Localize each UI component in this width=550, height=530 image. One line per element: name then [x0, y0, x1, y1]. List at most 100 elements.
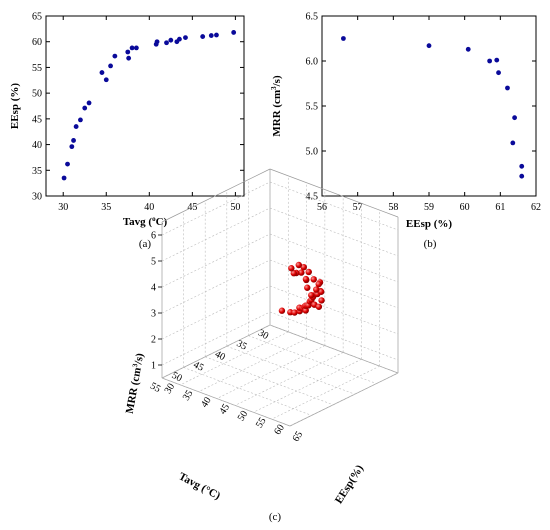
data-point	[214, 32, 219, 38]
data-point	[112, 53, 118, 59]
grid-line	[248, 335, 377, 384]
data-point	[61, 175, 67, 181]
z-tick-label: 1	[151, 361, 156, 372]
grid-line	[226, 345, 355, 395]
x-tick-label: 35	[235, 338, 249, 352]
grid-line	[269, 233, 399, 283]
panel-a-label: (a)	[139, 238, 152, 250]
data-point-3d	[295, 261, 302, 269]
y-tick-label: 55	[32, 63, 42, 74]
data-point	[183, 35, 188, 40]
x-tick-label: 55	[148, 381, 162, 395]
data-point	[168, 37, 174, 43]
data-point	[78, 117, 83, 123]
y-tick-label: 4.5	[306, 192, 319, 203]
panel-a-plot-frame	[45, 15, 245, 197]
y-tick-label: 30	[163, 382, 178, 396]
grid-line	[198, 338, 307, 392]
y-tick-label: 40	[199, 395, 214, 409]
y-tick-label: 65	[291, 430, 306, 444]
data-point	[519, 173, 525, 179]
panel-b-ticks: 56 57 58 59 60 61 62 4.5 5.0 5.5 6.0 6.5	[306, 12, 542, 214]
x-tick-label: 40	[144, 202, 154, 213]
data-point	[510, 140, 516, 146]
panel-c-points	[278, 261, 325, 316]
y-tick-label: 65	[32, 12, 42, 23]
data-point-3d	[302, 307, 309, 314]
data-point-3d	[278, 307, 286, 314]
data-point	[496, 70, 501, 76]
data-point	[126, 55, 132, 61]
data-point	[86, 100, 92, 106]
data-point	[99, 70, 105, 75]
grid-line	[161, 377, 291, 427]
data-point-3d	[310, 276, 317, 283]
data-point-3d	[300, 263, 307, 271]
data-point-3d	[313, 286, 320, 293]
data-point-3d	[304, 284, 311, 291]
data-point-3d	[315, 280, 322, 288]
data-point	[69, 144, 75, 150]
grid-line	[269, 181, 399, 231]
data-point	[154, 39, 160, 45]
data-point-3d	[315, 303, 323, 310]
grid-line	[180, 331, 289, 386]
box-edge	[161, 168, 271, 223]
panel-a-x-axis-label: Tavg (oC)	[123, 215, 168, 228]
y-tick-label: 5.5	[306, 102, 319, 113]
x-tick-label: 50	[170, 370, 184, 384]
x-tick-label: 61	[495, 202, 505, 213]
x-tick-label: 56	[317, 202, 327, 213]
panel-b-x-axis-label: EEsp (%)	[406, 218, 452, 230]
y-tick-label: 35	[32, 166, 42, 177]
grid-line	[289, 372, 399, 427]
data-point	[65, 161, 70, 167]
grid-line	[205, 356, 334, 406]
data-point-3d	[298, 269, 305, 276]
data-point-3d	[290, 270, 298, 277]
panel-c-x-axis-label: Tavg (°C)	[177, 470, 223, 502]
panel-b-chart: 56 57 58 59 60 61 62 4.5 5.0 5.5 6.0 6.5 MRR (cm3/s…	[270, 12, 541, 251]
data-point	[73, 124, 79, 129]
y-tick-label: 35	[181, 388, 196, 402]
y-tick-label: 5.0	[306, 147, 319, 158]
panel-a-chart: 30 35 40 45 50 30 35 40 45 50 55 60 65 EEsp (%) Tavg…	[9, 12, 245, 250]
data-point	[519, 163, 525, 169]
data-point	[71, 138, 76, 143]
x-tick-label: 58	[388, 202, 398, 213]
grid-line	[216, 345, 325, 399]
grid-line	[161, 285, 271, 340]
x-tick-label: 62	[531, 202, 541, 213]
x-tick-label: 35	[101, 202, 111, 213]
data-point-3d	[318, 288, 325, 295]
grid-line	[269, 285, 399, 335]
grid-line	[269, 207, 399, 257]
y-tick-label: 40	[32, 140, 42, 151]
data-point-3d	[291, 309, 298, 316]
grid-line	[271, 365, 380, 420]
grid-line	[253, 359, 362, 413]
grid-line	[183, 367, 312, 416]
panel-c-y-axis-label: EEsp(%)	[333, 463, 366, 506]
x-tick-label: 45	[191, 359, 205, 373]
data-point-3d	[302, 275, 310, 283]
x-tick-label: 59	[424, 202, 434, 213]
panel-b-label: (b)	[424, 238, 437, 250]
data-point	[231, 30, 237, 35]
panel-a-y-axis-label: EEsp (%)	[9, 83, 21, 129]
panel-c-label: (c)	[269, 511, 282, 523]
data-point	[103, 77, 109, 83]
data-point-3d	[288, 265, 295, 272]
grid-line	[161, 311, 271, 366]
x-tick-label: 50	[230, 202, 240, 213]
data-point	[494, 57, 500, 63]
grid-line	[269, 311, 399, 361]
grid-line	[161, 207, 271, 262]
y-tick-label: 6.5	[306, 12, 319, 23]
data-point	[208, 33, 214, 38]
panel-b-y-axis-label: MRR (cm3/s)	[270, 75, 283, 137]
box-edge	[269, 168, 399, 218]
data-point	[125, 49, 131, 55]
